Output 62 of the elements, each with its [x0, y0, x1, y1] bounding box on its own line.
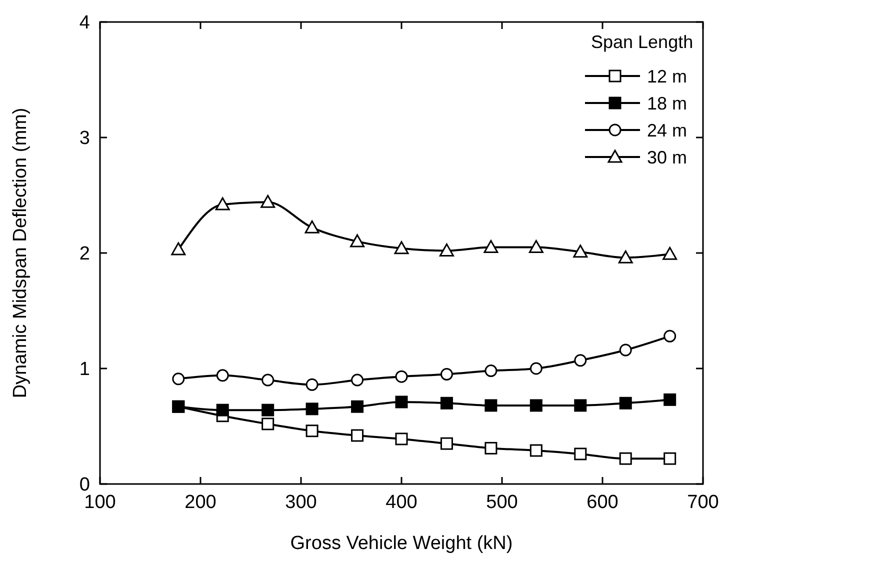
- x-tick-label: 200: [184, 492, 216, 513]
- point: [530, 444, 542, 457]
- point: [304, 220, 320, 234]
- point: [573, 244, 588, 258]
- point: [306, 424, 318, 438]
- legend-label: 30 m: [647, 147, 688, 168]
- point: [172, 372, 185, 386]
- point: [215, 197, 230, 210]
- point: [484, 442, 498, 454]
- y-axis-title: Dynamic Midspan Deflection (mm): [10, 108, 31, 398]
- x-tick-label: 500: [486, 492, 518, 513]
- point: [395, 370, 408, 383]
- point: [619, 396, 632, 410]
- point: [306, 402, 318, 416]
- point: [484, 364, 498, 378]
- point: [484, 399, 498, 412]
- point: [262, 418, 274, 430]
- point: [484, 240, 498, 253]
- point: [440, 368, 453, 381]
- point: [574, 448, 587, 460]
- point: [574, 354, 587, 367]
- x-tick-label: 400: [386, 492, 418, 513]
- point: [395, 432, 408, 446]
- point: [171, 242, 186, 256]
- point: [439, 243, 454, 256]
- point: [350, 234, 365, 248]
- point: [262, 404, 274, 416]
- point: [528, 240, 544, 253]
- point: [262, 374, 274, 386]
- point: [306, 378, 318, 391]
- point: [530, 399, 542, 412]
- point: [216, 404, 229, 416]
- point: [664, 393, 676, 406]
- point: [530, 362, 542, 375]
- point: [664, 330, 676, 342]
- point: [619, 452, 632, 465]
- point: [395, 396, 408, 408]
- point: [216, 369, 229, 382]
- x-axis-title: Gross Vehicle Weight (kN): [290, 533, 513, 554]
- legend-label: 24 m: [647, 120, 688, 140]
- point: [664, 452, 676, 465]
- point: [619, 344, 632, 356]
- legend-title: Span Length: [591, 32, 694, 52]
- point: [351, 400, 364, 413]
- point: [394, 241, 409, 254]
- point: [574, 399, 587, 412]
- x-tick-label: 700: [687, 492, 719, 513]
- point: [440, 396, 453, 410]
- y-tick-label: 4: [79, 12, 90, 34]
- legend-label: 12 m: [647, 66, 688, 86]
- y-tick-label: 2: [79, 244, 90, 265]
- legend-label: 18 m: [647, 93, 688, 114]
- x-tick-label: 300: [285, 492, 317, 513]
- y-tick-label: 1: [79, 359, 90, 380]
- point: [351, 429, 364, 442]
- point: [618, 250, 633, 264]
- point: [662, 246, 678, 260]
- y-tick-label: 3: [79, 128, 90, 150]
- point: [440, 437, 453, 450]
- x-tick-label: 600: [586, 492, 618, 513]
- point: [260, 194, 276, 208]
- point: [351, 374, 364, 386]
